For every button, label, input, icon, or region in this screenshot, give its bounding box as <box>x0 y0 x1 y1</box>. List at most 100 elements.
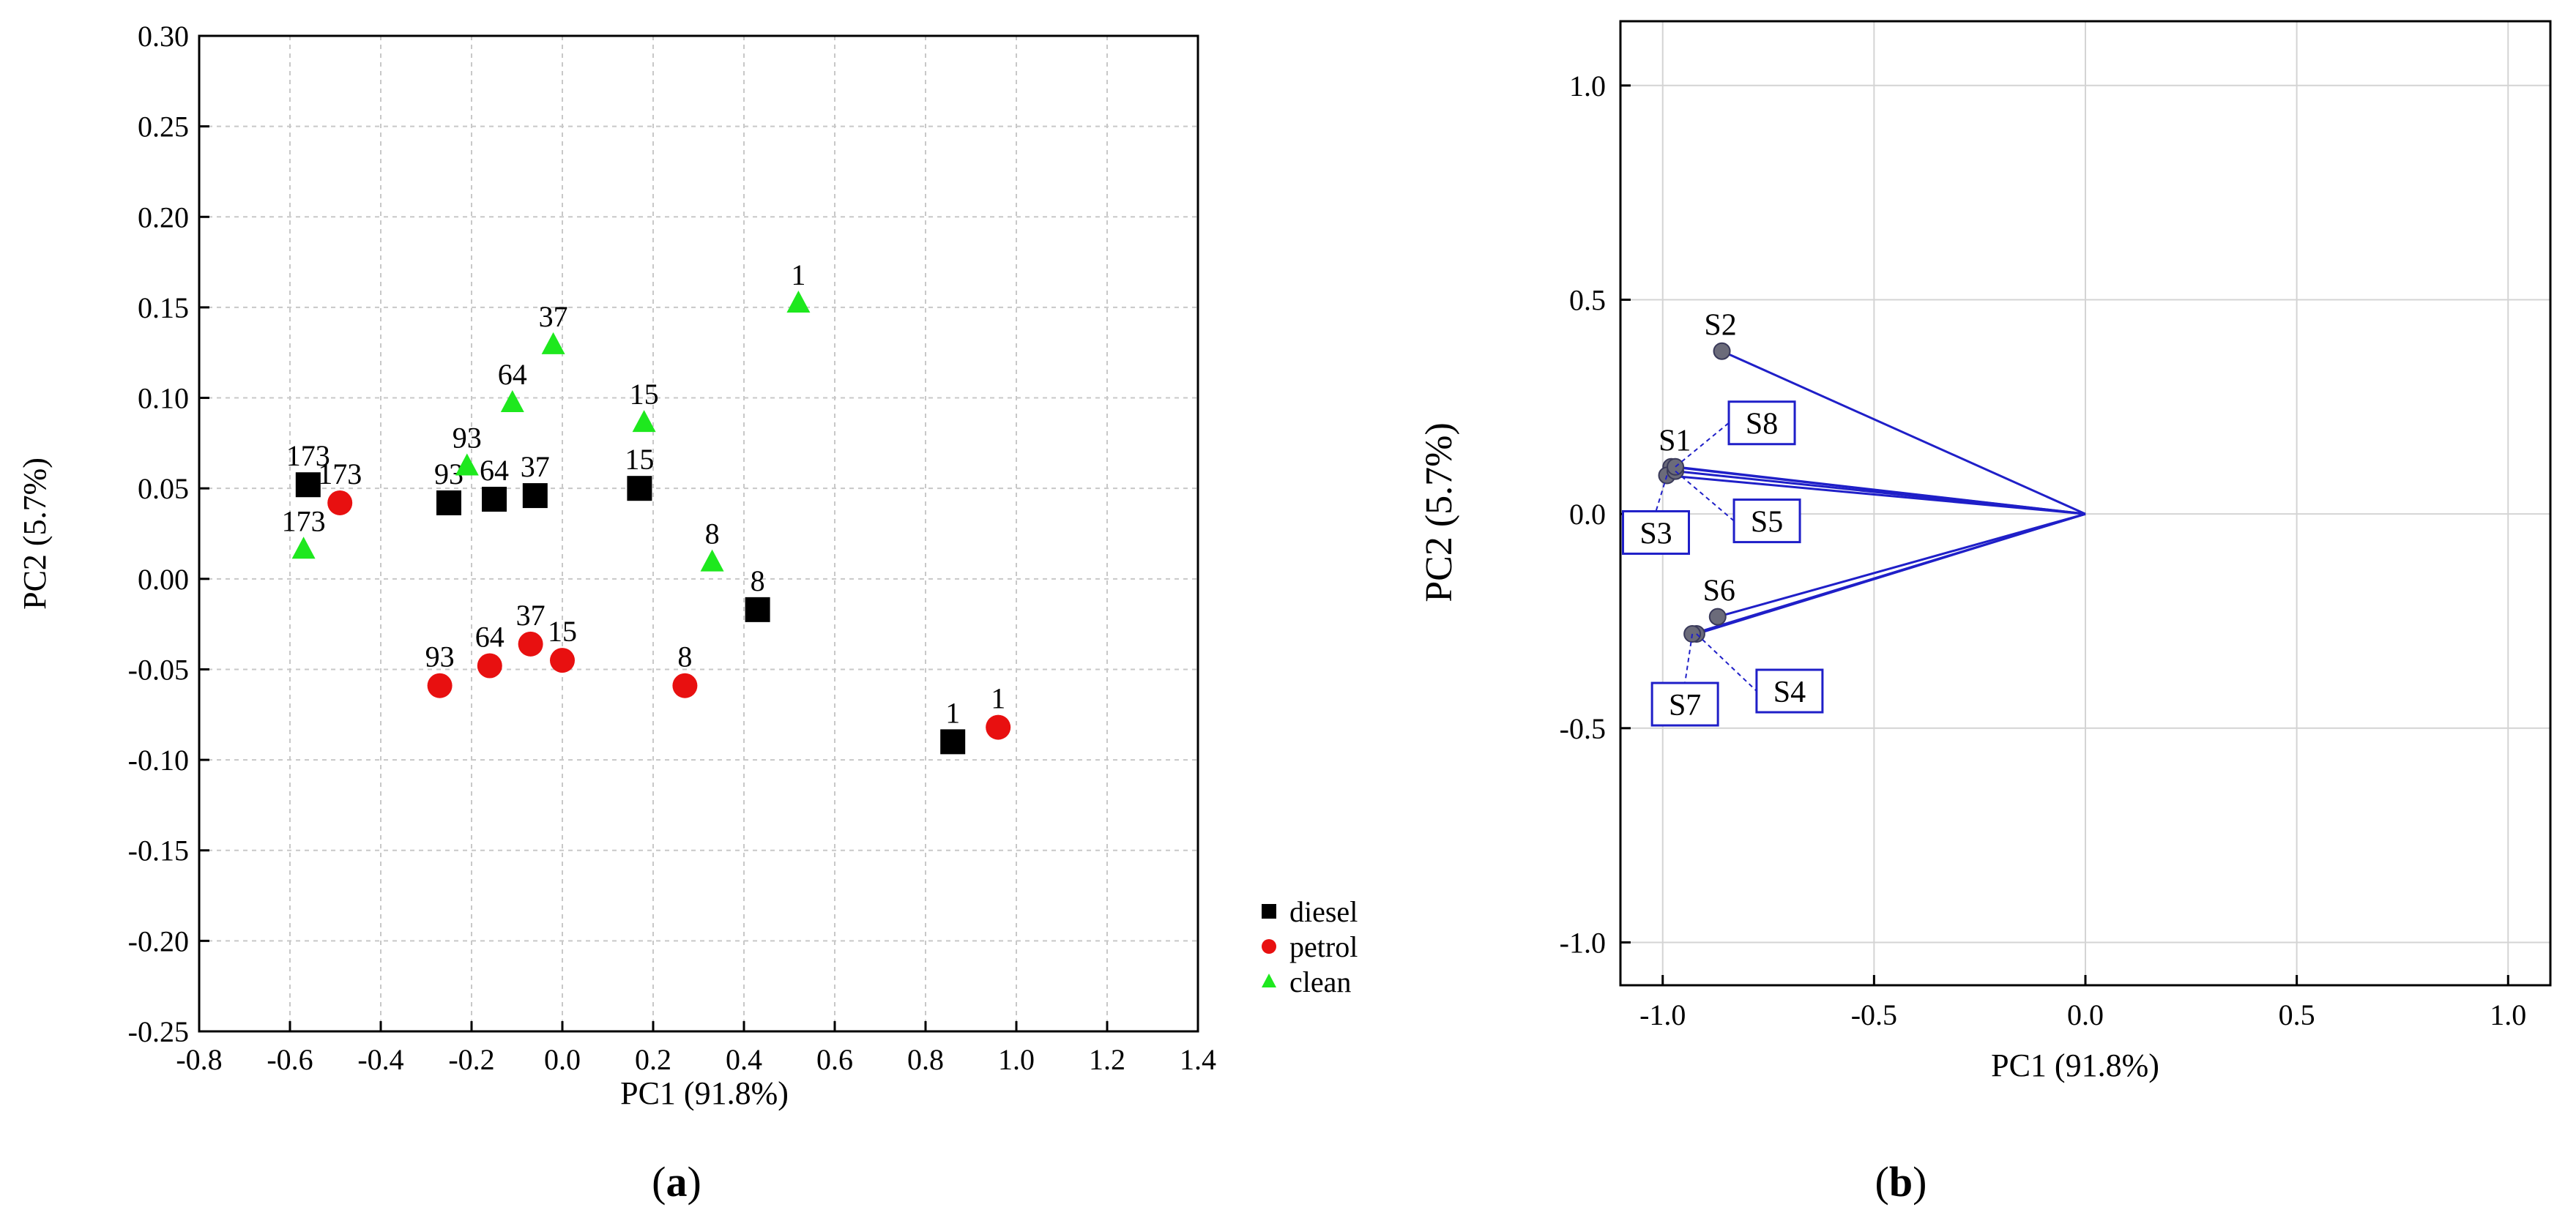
clean-point-label: 8 <box>705 518 720 550</box>
petrol-point-label: 93 <box>425 640 455 673</box>
legend-item-petrol: petrol <box>1262 930 1358 963</box>
panel-a-y-tick-label: 0.00 <box>138 563 189 596</box>
panel-b-y-tick-label: 0.0 <box>1569 498 1606 531</box>
petrol-point-label: 15 <box>548 615 577 648</box>
clean-point <box>291 537 316 559</box>
panel-a-x-tick-label: 0.2 <box>635 1043 671 1076</box>
leader-line-s4 <box>1696 633 1757 692</box>
panel-a-x-tick-label: -0.4 <box>357 1043 403 1076</box>
series-petrol: 173 93 64 37 15 8 1 <box>318 457 1011 740</box>
legend-marker-clean <box>1262 974 1276 987</box>
loading-label-s2: S2 <box>1704 309 1736 343</box>
clean-point-label: 64 <box>498 358 527 391</box>
diesel-point <box>627 476 652 501</box>
panel-a-label: (a) <box>652 1158 701 1206</box>
leader-line-s3 <box>1655 475 1668 512</box>
panel-a-x-tick-label: 1.0 <box>998 1043 1035 1076</box>
petrol-point <box>986 714 1011 740</box>
panel-a-y-tick-label: 0.15 <box>138 291 189 324</box>
panel-a-y-tick-label: 0.05 <box>138 472 189 505</box>
loading-label-s3: S3 <box>1639 517 1672 550</box>
panel-b-loadings-plot: -1.0 -0.5 0.0 0.5 1.0-1.0-0.50.00.51.0 S1S2S… <box>1418 20 2552 1206</box>
label-box-s4 <box>1755 668 1824 714</box>
panel-b-x-tick-label: 1.0 <box>2490 998 2526 1031</box>
clean-point-label: 37 <box>539 300 568 333</box>
panel-b-x-tick-label: 0.5 <box>2279 998 2315 1031</box>
legend-label-clean: clean <box>1289 965 1351 998</box>
legend-marker-petrol <box>1262 939 1276 954</box>
panel-a-x-tick-label: 0.6 <box>816 1043 853 1076</box>
diesel-point <box>482 487 507 512</box>
panel-a-y-tick-label: -0.20 <box>128 924 189 957</box>
label-box-s3 <box>1622 509 1690 555</box>
panel-a-scatter-plot: -0.8 -0.6 -0.4 -0.2 0.0 0.2 0.4 0.6 0.8 1.0 1.2 1.4… <box>17 20 1358 1206</box>
clean-point <box>455 453 479 476</box>
diesel-point-label: 64 <box>480 454 509 487</box>
label-box-s5 <box>1732 498 1801 544</box>
petrol-point-label: 64 <box>475 621 505 654</box>
panel-a-y-tick-label: 0.10 <box>138 382 189 415</box>
loading-line-s7 <box>1691 512 2086 635</box>
diesel-point <box>940 729 966 755</box>
panel-a-x-tick-label: 0.8 <box>907 1043 944 1076</box>
diesel-point-label: 37 <box>521 450 550 483</box>
leader-line-s7 <box>1684 633 1694 684</box>
clean-point-label: 93 <box>453 422 482 455</box>
panel-a-y-axis-label: PC2 (5.7%) <box>17 457 53 610</box>
panel-a-y-tick-label: -0.10 <box>128 744 189 777</box>
panel-a-y-tick-label: -0.05 <box>128 653 189 686</box>
panel-b-y-tick-label: -1.0 <box>1560 926 1606 959</box>
loading-label-s1: S1 <box>1659 425 1691 458</box>
petrol-point <box>672 673 698 698</box>
petrol-point-label: 37 <box>516 599 546 632</box>
label-box-s8 <box>1727 400 1796 446</box>
loading-label-s5: S5 <box>1751 506 1783 539</box>
petrol-point <box>477 653 502 679</box>
clean-point-label: 15 <box>630 378 659 411</box>
diesel-point-label: 8 <box>751 564 765 597</box>
panel-a-y-tick-label: 0.20 <box>138 201 189 234</box>
clean-point <box>700 549 724 572</box>
diesel-point <box>745 597 770 622</box>
clean-point <box>541 332 565 354</box>
panel-b-y-tick-label: -0.5 <box>1560 712 1606 745</box>
diesel-point <box>295 472 321 498</box>
panel-a-y-tick-label: -0.15 <box>128 834 189 867</box>
panel-a-plot-frame <box>198 34 1199 1033</box>
diesel-point-label: 15 <box>625 443 654 476</box>
diesel-point-label: 1 <box>945 696 960 729</box>
panel-a-y-tick-label: 0.30 <box>138 20 189 53</box>
loading-label-s8: S8 <box>1746 408 1778 441</box>
loading-line-s6 <box>1717 512 2086 619</box>
panel-a-x-tick-label: 1.4 <box>1180 1043 1216 1076</box>
loading-label-s4: S4 <box>1773 676 1806 709</box>
panel-a-grid <box>199 36 1198 1031</box>
loading-line-s2 <box>1721 350 2086 515</box>
panel-b-vectors: S1 S2 S3 S4 S5 S6 S7 S8 <box>1622 309 2086 727</box>
panel-b-x-tick-label: -1.0 <box>1639 998 1686 1031</box>
panel-b-grid <box>1620 21 2550 985</box>
loading-point-s6 <box>1708 608 1727 626</box>
legend-marker-diesel <box>1262 904 1276 919</box>
panel-b-ticks: -1.0 -0.5 0.0 0.5 1.0 -1.0 -0.5 0.0 0.5 1.0 <box>1560 70 2527 1031</box>
panel-a-ticks: -0.8 -0.6 -0.4 -0.2 0.0 0.2 0.4 0.6 0.8 1.0 1.2 1.4… <box>128 20 1216 1076</box>
panel-b-y-axis-label: PC2 (5.7%) <box>1418 422 1460 602</box>
petrol-point <box>518 631 543 657</box>
panel-b-x-tick-label: 0.0 <box>2067 998 2104 1031</box>
panel-a-y-tick-label: 0.25 <box>138 111 189 143</box>
panel-b-label: (b) <box>1875 1158 1927 1206</box>
petrol-point <box>427 673 453 698</box>
loading-label-s6: S6 <box>1703 575 1735 608</box>
diesel-point <box>522 483 548 509</box>
panel-a-x-tick-label: -0.6 <box>267 1043 313 1076</box>
panel-b-y-tick-label: 0.5 <box>1569 283 1606 316</box>
panel-b-y-tick-label: 1.0 <box>1569 70 1606 102</box>
legend-item-diesel: diesel <box>1262 895 1358 928</box>
panel-a-x-axis-label: PC1 (91.8%) <box>620 1075 789 1111</box>
label-box-s7 <box>1650 681 1719 727</box>
diesel-point-label: 173 <box>286 439 330 472</box>
